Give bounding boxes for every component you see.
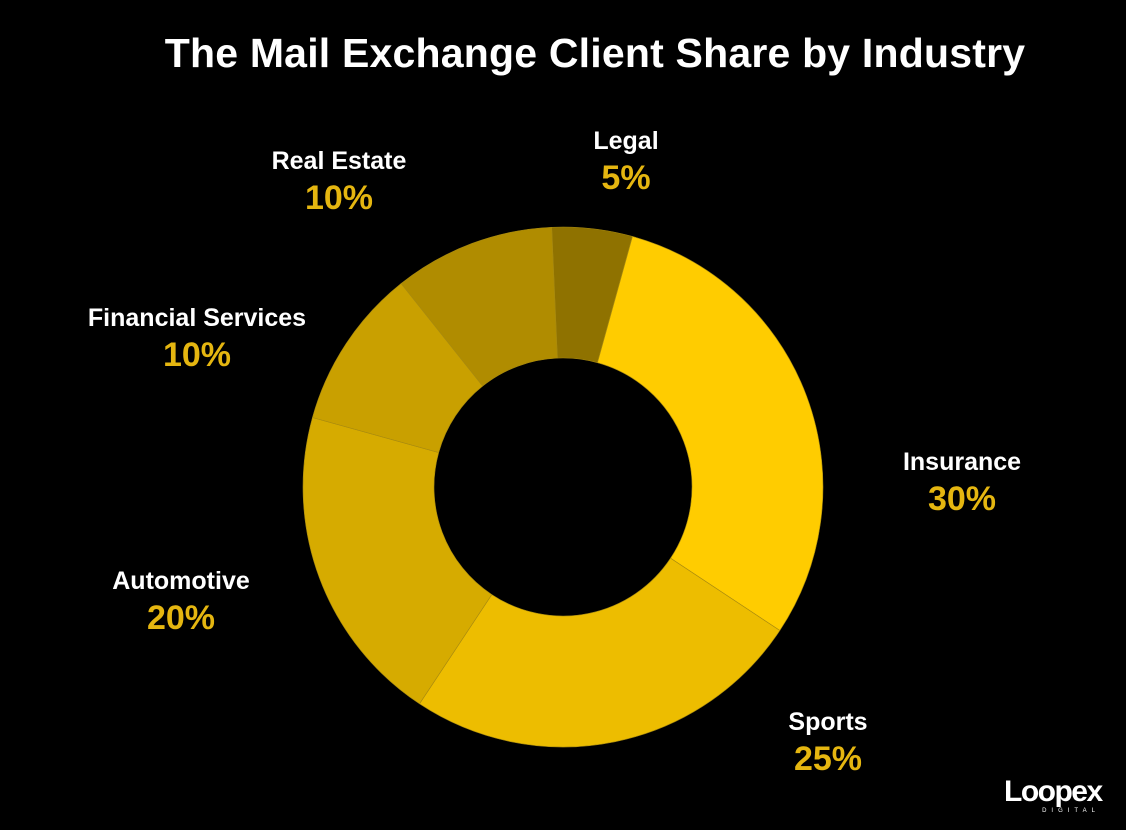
slice-label-value: 5% bbox=[601, 159, 651, 197]
slice-label-value: 10% bbox=[162, 336, 232, 374]
brand-logo: Loopex DIGITAL bbox=[1004, 776, 1104, 820]
logo-subtitle: DIGITAL bbox=[1042, 808, 1100, 814]
donut-slice-real-estate bbox=[400, 226, 558, 387]
slice-label-real-estate: Real Estate 10% bbox=[272, 146, 407, 220]
slice-label-value: 25% bbox=[793, 740, 863, 778]
slice-label-value: 20% bbox=[146, 599, 216, 637]
slice-label-value: 30% bbox=[927, 480, 997, 518]
slice-label-name: Sports bbox=[788, 708, 868, 736]
slice-label-legal: Legal 5% bbox=[593, 126, 658, 200]
donut-slice-insurance bbox=[597, 236, 824, 631]
slice-label-name: Insurance bbox=[902, 448, 1022, 476]
slice-label-name: Financial Services bbox=[87, 304, 307, 332]
donut-slice-sports bbox=[419, 557, 781, 748]
chart-title: The Mail Exchange Client Share by Indust… bbox=[164, 30, 1026, 76]
donut-slice-automotive bbox=[302, 417, 493, 705]
logo-wordmark: Loopex bbox=[1004, 775, 1103, 808]
slice-label-automotive: Automotive 20% bbox=[112, 566, 250, 640]
slice-label-sports: Sports 25% bbox=[788, 707, 867, 781]
slice-label-value: 10% bbox=[304, 179, 374, 217]
slice-label-name: Legal bbox=[593, 127, 659, 155]
slice-label-name: Real Estate bbox=[271, 147, 407, 175]
slice-label-insurance: Insurance 30% bbox=[903, 447, 1021, 521]
slice-label-name: Automotive bbox=[112, 567, 250, 595]
slice-label-financial-services: Financial Services 10% bbox=[88, 303, 306, 377]
